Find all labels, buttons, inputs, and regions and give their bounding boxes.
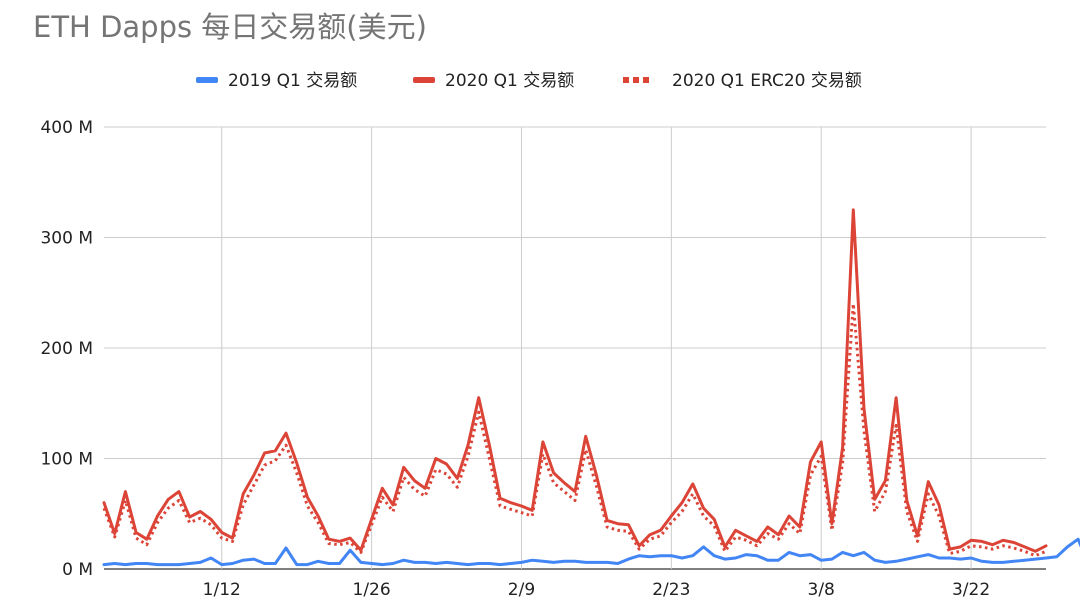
legend-swatch-1 <box>196 77 218 83</box>
legend-swatch-3 <box>633 77 639 83</box>
y-tick-label: 300 M <box>40 229 93 249</box>
legend: 2019 Q1 交易额 2020 Q1 交易额 2020 Q1 ERC20 交易额 <box>196 71 862 91</box>
x-axis: 1/12 1/26 2/9 2/23 3/8 3/22 <box>203 580 991 600</box>
legend-swatch-2 <box>413 77 435 83</box>
legend-swatch-3 <box>623 77 629 83</box>
legend-label-3: 2020 Q1 ERC20 交易额 <box>672 71 862 91</box>
x-tick-label: 1/26 <box>353 580 391 600</box>
x-tick-label: 2/23 <box>652 580 690 600</box>
chart-title: ETH Dapps 每日交易额(美元) <box>33 10 427 44</box>
y-tick-label: 100 M <box>40 450 93 470</box>
x-tick-label: 3/8 <box>808 580 835 600</box>
y-tick-label: 0 M <box>62 560 93 580</box>
legend-swatch-3 <box>643 77 649 83</box>
series-line-1 <box>102 537 1080 567</box>
plot-area <box>102 208 1080 567</box>
series-line-3 <box>102 302 1047 558</box>
y-tick-label: 200 M <box>40 339 93 359</box>
y-tick-label: 400 M <box>40 118 93 138</box>
legend-label-2: 2020 Q1 交易额 <box>445 71 574 91</box>
x-tick-label: 3/22 <box>952 580 990 600</box>
legend-label-1: 2019 Q1 交易额 <box>228 71 357 91</box>
y-axis: 0 M 100 M 200 M 300 M 400 M <box>40 118 93 580</box>
x-tick-label: 1/12 <box>203 580 241 600</box>
series-line-2 <box>102 208 1048 553</box>
x-tick-label: 2/9 <box>508 580 535 600</box>
